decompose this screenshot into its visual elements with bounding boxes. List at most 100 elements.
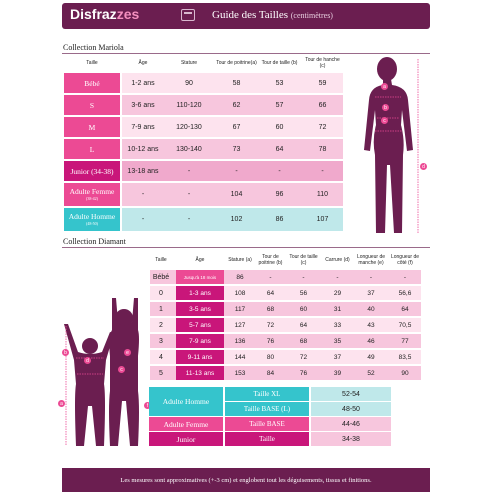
table-cell: 66 [318,101,327,109]
size-label: S [64,95,120,115]
table-cell: 58 [232,79,241,87]
size-label-text: Bébé [84,78,100,88]
table-cell: 40 [367,305,375,313]
table-cell: 110-120 [176,101,202,109]
table-cell: 2 [159,321,163,329]
table-cell: 76 [266,337,275,345]
age-badge: 1-3 ans [176,286,224,300]
table-cell: 64 [266,289,275,297]
column-header: Stature (a) [228,257,252,263]
size-label-sub: (38-42) [86,195,98,201]
tag-d: d [420,163,427,170]
brand-logo: Disfrazzes [70,6,140,22]
table-cell: 46 [367,337,375,345]
table-cell: 35 [333,337,342,345]
divider [62,247,430,248]
table-cell: 62 [232,101,241,109]
table-cell: 59 [318,79,327,87]
table-cell: 68 [266,305,275,313]
table-cell: 68 [299,337,308,345]
table-row [122,73,343,93]
table-cell: 33 [333,321,342,329]
table-cell: - [336,273,339,281]
table-cell: - [187,216,191,223]
table-cell: 1-2 ans [131,79,155,87]
table-cell: 77 [401,337,409,345]
table-cell: 136 [234,337,246,345]
table-cell: 83,5 [398,353,412,361]
woman-silhouette [364,57,419,233]
table-row [122,208,343,231]
table-cell: 64 [299,321,308,329]
column-header: Tour de taille (c) [289,254,318,266]
table-row [122,183,343,206]
table-cell: 64 [275,145,284,153]
table-cell: 3-6 ans [131,101,155,109]
column-header: Taille [86,60,98,66]
column-header: Âge [195,257,205,263]
table-cell: 86 [236,273,244,281]
table-cell: 7-9 ans [131,123,155,131]
footer-note: Les mesures sont approximatives (+-3 cm)… [62,468,430,492]
table-row [122,95,343,115]
table-cell: 1 [159,305,163,313]
table-cell: 72 [266,321,275,329]
table-cell: 107 [316,216,329,223]
column-header: Tour de taille (b) [261,60,298,66]
table-cell: 96 [275,191,284,198]
table-cell: 117 [234,305,246,313]
size-label: Adulte Femme (38-42) [64,183,120,206]
column-header: Tour de hanche (c) [305,57,340,69]
tag-c2: c [118,366,125,373]
table-cell: - [369,273,373,281]
table-cell: - [269,273,272,281]
table-cell: 57 [275,101,284,109]
divider [62,53,430,54]
table-cell: 73 [232,145,241,153]
table-cell: 53 [275,79,284,87]
table-cell: 90 [401,369,409,377]
table-cell: Bébé [152,273,170,281]
age-badge: 11-13 ans [176,366,224,380]
table-cell: 39 [333,369,342,377]
table-cell: 108 [234,289,246,297]
column-header: Tour de poitrine(a) [216,60,257,66]
tag-d2: d [84,357,91,364]
adulte-femme-label: Adulte Femme [149,417,223,431]
table-cell: 13-18 ans [127,167,159,175]
table-cell: 29 [333,289,342,297]
column-header: Tour de poitrine (b) [258,254,283,266]
table-cell: 70,5 [398,321,412,329]
size-label: L [64,139,120,159]
size-label-text: Adulte Femme [69,186,115,196]
table-cell: 84 [266,369,275,377]
column-header: Stature [180,60,198,66]
tag-c: c [381,117,388,124]
table-cell: 43 [367,321,375,329]
table-cell: - [321,167,324,175]
mariola-title: Collection Mariola [63,43,124,52]
table-cell: 3 [159,337,163,345]
column-header: Longueur de manche (e) [356,254,386,266]
table-cell: 52 [367,369,375,377]
size-label: Bébé [64,73,120,93]
age-badge: Jusqu'à 18 mois [176,270,224,284]
adulte-homme-label: Adulte Homme [149,387,223,416]
table-row [122,139,343,159]
size-label: Adulte Homme (48-50) [64,208,120,231]
ruler-icon [181,9,195,21]
table-cell: 86 [275,216,284,223]
age-badge: 5-7 ans [176,318,224,332]
table-cell: 153 [234,369,246,377]
column-header: Carrure (d) [325,257,350,263]
column-header: Longueur de côté (f) [390,254,420,266]
table-cell: - [141,191,145,198]
taille-xl-label: Taille XL [225,387,309,401]
size-label-text: Adulte Homme [68,211,116,221]
table-cell: - [302,273,305,281]
table-cell: 127 [234,321,246,329]
taille-label: Taille [225,432,309,446]
column-header: Âge [138,60,148,66]
table-cell: 72 [299,353,308,361]
table-cell: - [403,273,407,281]
